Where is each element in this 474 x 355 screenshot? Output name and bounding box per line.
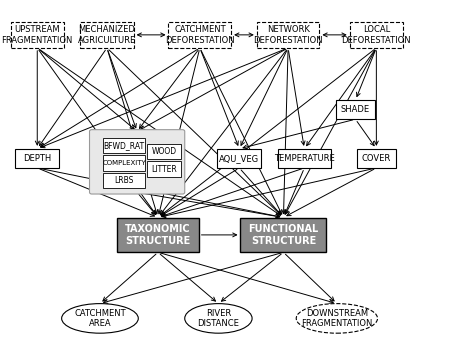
Bar [118,218,199,252]
Bar [217,149,261,168]
Text: CATCHMENT
AREA: CATCHMENT AREA [74,309,126,328]
Text: CATCHMENT
DEFORESTATION: CATCHMENT DEFORESTATION [165,25,235,45]
Bar [147,144,181,159]
Ellipse shape [62,304,138,333]
Text: UPSTREAM
FRAGMENTATION: UPSTREAM FRAGMENTATION [1,25,73,45]
Text: LRBS: LRBS [114,176,134,185]
Text: COVER: COVER [362,154,391,163]
Text: MECHANIZED
AGRICULTURE: MECHANIZED AGRICULTURE [78,25,136,45]
Bar [168,22,231,48]
Ellipse shape [185,304,252,333]
Text: LOCAL
DEFORESTATION: LOCAL DEFORESTATION [342,25,411,45]
Bar [356,149,396,168]
Bar [336,100,375,119]
Text: LITTER: LITTER [151,165,177,174]
Text: DEPTH: DEPTH [23,154,51,163]
Text: BFWD_RAT: BFWD_RAT [103,141,145,150]
Bar [147,162,181,177]
FancyBboxPatch shape [90,130,185,194]
Bar [103,138,145,153]
Text: DOWNSTREAM
FRAGMENTATION: DOWNSTREAM FRAGMENTATION [301,309,373,328]
Text: FUNCTIONAL
STRUCTURE: FUNCTIONAL STRUCTURE [248,224,319,246]
Text: NETWORK
DEFORESTATION: NETWORK DEFORESTATION [253,25,323,45]
Bar [103,173,145,189]
Bar [103,155,145,171]
Bar [80,22,134,48]
Bar [15,149,59,168]
Text: COMPLEXITY: COMPLEXITY [102,160,146,166]
Text: TAXONOMIC
STRUCTURE: TAXONOMIC STRUCTURE [125,224,191,246]
Bar [350,22,403,48]
Bar [10,22,64,48]
Bar [278,149,331,168]
Text: SHADE: SHADE [341,105,370,114]
Text: WOOD: WOOD [152,147,177,156]
Bar [257,22,319,48]
Text: TEMPERATURE: TEMPERATURE [274,154,335,163]
Text: RIVER
DISTANCE: RIVER DISTANCE [198,309,239,328]
Bar [240,218,327,252]
Text: AQU_VEG: AQU_VEG [219,154,259,163]
Ellipse shape [296,304,377,333]
